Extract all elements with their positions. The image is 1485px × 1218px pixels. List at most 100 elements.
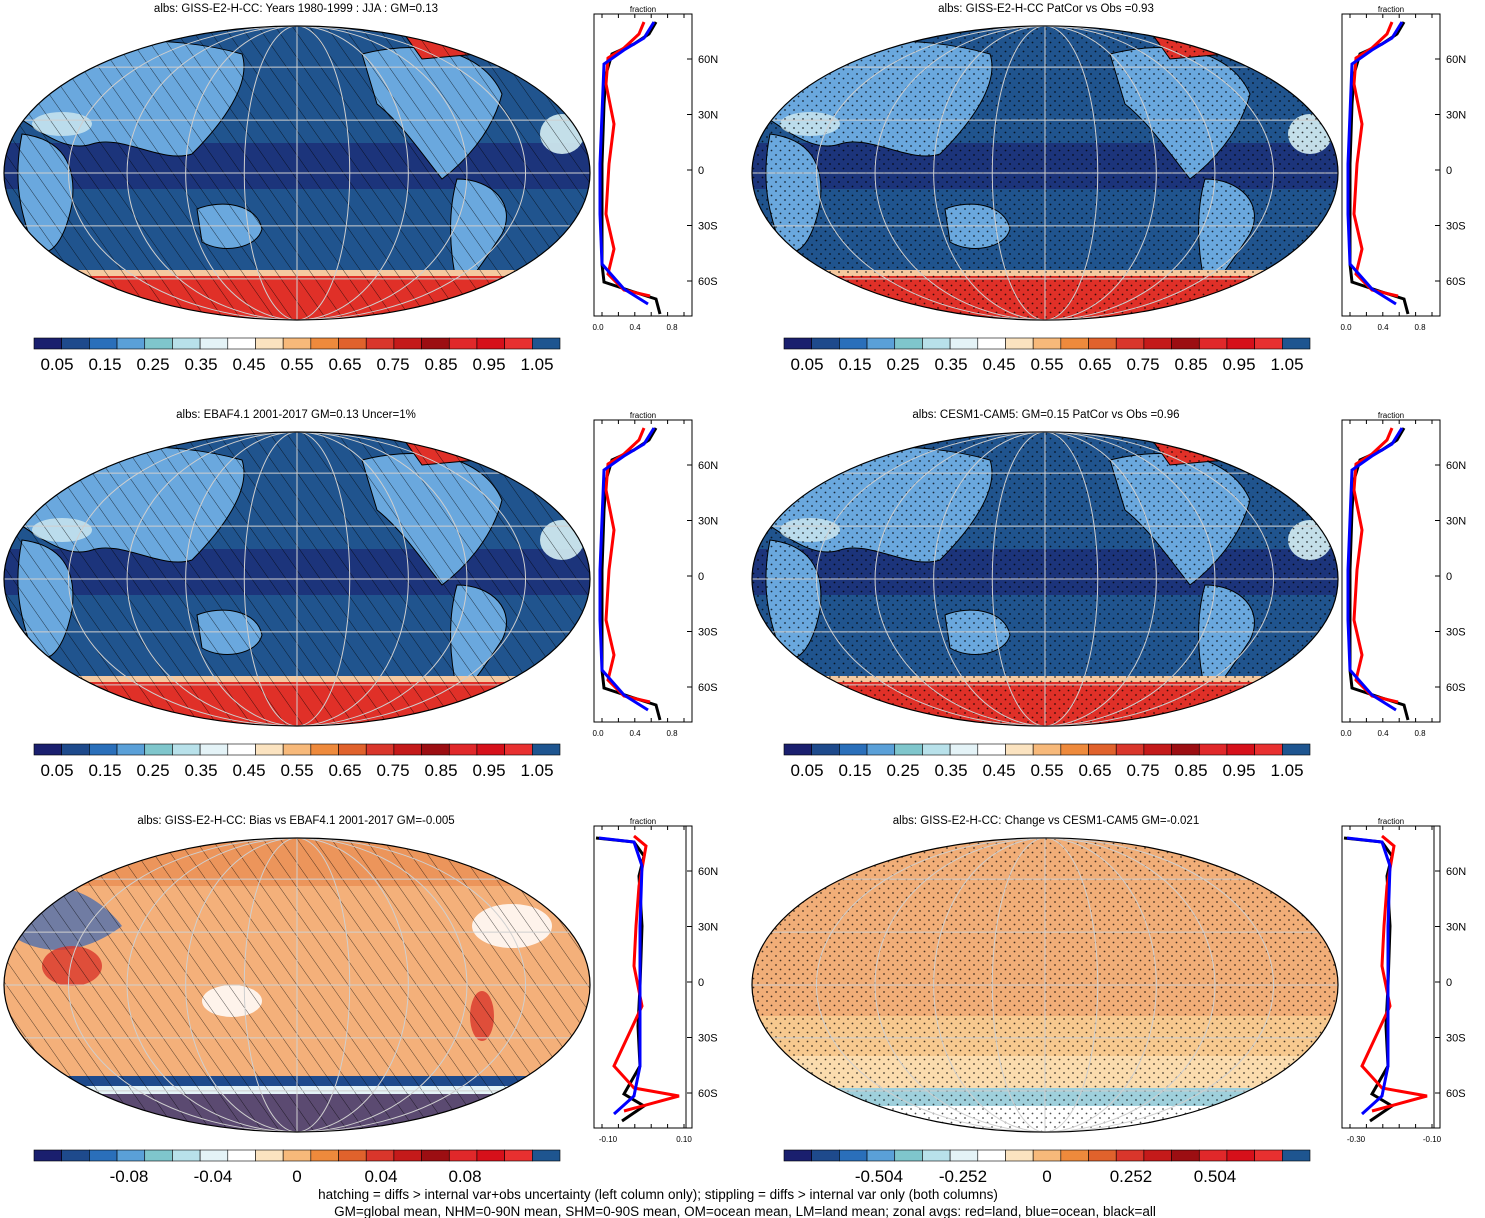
colorbar-swatch [1005, 743, 1034, 756]
colorbar-label: 0.04 [364, 1167, 397, 1186]
colorbar-swatch [949, 337, 979, 350]
colorbar-swatch [199, 1149, 229, 1162]
graticule [4, 838, 590, 1132]
panel-4: albs: CESM1-CAM5: GM=0.15 PatCor vs Obs … [751, 409, 1466, 780]
colorbar-swatch [1115, 1149, 1145, 1162]
lat-label: 60N [1446, 460, 1466, 472]
zonal-mean-plot: fraction 60N 30N 0 30S 60S 0.0 0.4 0.8 [1340, 5, 1466, 332]
colorbar-swatch [1088, 743, 1117, 756]
colorbar-label: -0.08 [110, 1167, 149, 1186]
colorbar-label: 0.25 [886, 355, 919, 374]
colorbar-swatch [1060, 743, 1089, 756]
colorbar-swatch [199, 743, 229, 756]
colorbar-swatch [421, 743, 450, 756]
zonal-header: fraction [630, 817, 656, 826]
lat-label: 30S [698, 1033, 718, 1045]
colorbar-label: 1.05 [1270, 761, 1303, 780]
colorbar-swatch [421, 337, 450, 350]
zonal-land-curve [1352, 21, 1399, 298]
colorbar-swatch [89, 1149, 118, 1162]
colorbar-swatch [894, 1149, 923, 1162]
colorbar-swatch [1143, 337, 1172, 350]
colorbar-swatch [894, 337, 923, 350]
colorbar-swatch [365, 1149, 395, 1162]
colorbar-swatch [1198, 1149, 1228, 1162]
colorbar-label: 0.55 [1030, 761, 1063, 780]
colorbar-swatch [89, 337, 118, 350]
lat-label: 30S [698, 627, 718, 639]
panel-1: albs: GISS-E2-H-CC: Years 1980-1999 : JJ… [3, 3, 718, 374]
colorbar-swatch [811, 743, 840, 756]
colorbar-swatch [144, 743, 173, 756]
panel-3: albs: EBAF4.1 2001-2017 GM=0.13 Uncer=1%… [3, 409, 718, 780]
colorbar-swatch [227, 337, 256, 350]
lat-label: 0 [1446, 571, 1452, 583]
panel-2: albs: GISS-E2-H-CC PatCor vs Obs =0.93 fr… [751, 3, 1466, 374]
colorbar-swatch [1254, 743, 1283, 756]
colorbar-label: 0.95 [472, 355, 505, 374]
map-outline [751, 837, 1339, 1133]
map-outline [751, 25, 1339, 321]
colorbar-swatch [532, 1149, 561, 1162]
colorbar-swatch [1171, 743, 1200, 756]
colorbar-label: 0.08 [448, 1167, 481, 1186]
colorbar-swatch [255, 337, 284, 350]
zonal-mean-plot: fraction 60N 30N 0 30S 60S 0.0 0.4 0.8 [592, 5, 718, 332]
colorbar-swatch [476, 1149, 505, 1162]
colorbar-label: 0.45 [232, 761, 265, 780]
lat-label: 0 [698, 977, 704, 989]
footer-legend-note: GM=global mean, NHM=0-90N mean, SHM=0-90… [334, 1204, 1156, 1218]
colorbar-label: 0.15 [838, 355, 871, 374]
zonal-ocean-curve [598, 836, 644, 1116]
colorbar-label: 0.05 [40, 355, 73, 374]
zonal-land-curve [1352, 427, 1399, 704]
panel-title: albs: CESM1-CAM5: GM=0.15 PatCor vs Obs … [912, 409, 1179, 421]
colorbar-label: 0.55 [280, 761, 313, 780]
colorbar-swatch [504, 337, 533, 350]
colorbar-swatch [866, 743, 896, 756]
colorbar-label: 1.05 [520, 761, 553, 780]
colorbar-swatch [811, 1149, 840, 1162]
colorbar-swatch [33, 743, 62, 756]
colorbar-swatch [1088, 337, 1117, 350]
colorbar-swatch [1171, 337, 1200, 350]
lat-label: 30N [1446, 516, 1466, 528]
colorbar-swatch [144, 337, 173, 350]
lat-label: 60N [1446, 866, 1466, 878]
colorbar-label: 0.35 [934, 761, 967, 780]
zonal-xtick: 0.8 [1414, 729, 1426, 738]
colorbar-swatch [532, 337, 561, 350]
lat-label: 0 [698, 571, 704, 583]
colorbar-swatch [365, 743, 395, 756]
zonal-xtick: 0.8 [666, 729, 678, 738]
lat-label: 60S [1446, 1088, 1466, 1100]
zonal-xtick: 0.4 [1377, 323, 1389, 332]
colorbar-label: 0.65 [328, 355, 361, 374]
colorbar-label: 0.25 [886, 761, 919, 780]
colorbar-swatch [783, 1149, 812, 1162]
colorbar-label: 0.85 [424, 761, 457, 780]
colorbar-swatch [89, 743, 118, 756]
colorbar-swatch [1060, 337, 1089, 350]
colorbar-label: 0 [1042, 1167, 1051, 1186]
zonal-ocean-curve [1346, 836, 1392, 1116]
colorbar-label: 0.15 [88, 761, 121, 780]
colorbar-swatch [1171, 1149, 1200, 1162]
colorbar-swatch [1088, 1149, 1117, 1162]
colorbar-swatch [1032, 1149, 1062, 1162]
lat-label: 30N [1446, 110, 1466, 122]
lat-label: 60S [698, 276, 718, 288]
colorbar-label: 0 [292, 1167, 301, 1186]
zonal-ocean-curve [598, 21, 656, 306]
colorbar-label: 0.75 [376, 761, 409, 780]
graticule [751, 431, 1338, 727]
zonal-xtick: 0.4 [629, 323, 641, 332]
colorbar: 0.05 0.15 0.25 0.35 0.45 0.55 0.65 0.75 0.85 0.95… [33, 743, 561, 780]
colorbar-label: 0.15 [88, 355, 121, 374]
zonal-xtick: 0.0 [1340, 323, 1352, 332]
colorbar-label: 0.45 [232, 355, 265, 374]
colorbar-swatch [839, 743, 868, 756]
colorbar: 0.05 0.15 0.25 0.35 0.45 0.55 0.65 0.75 0.85 0.95… [783, 743, 1311, 780]
map-outline [3, 837, 591, 1133]
